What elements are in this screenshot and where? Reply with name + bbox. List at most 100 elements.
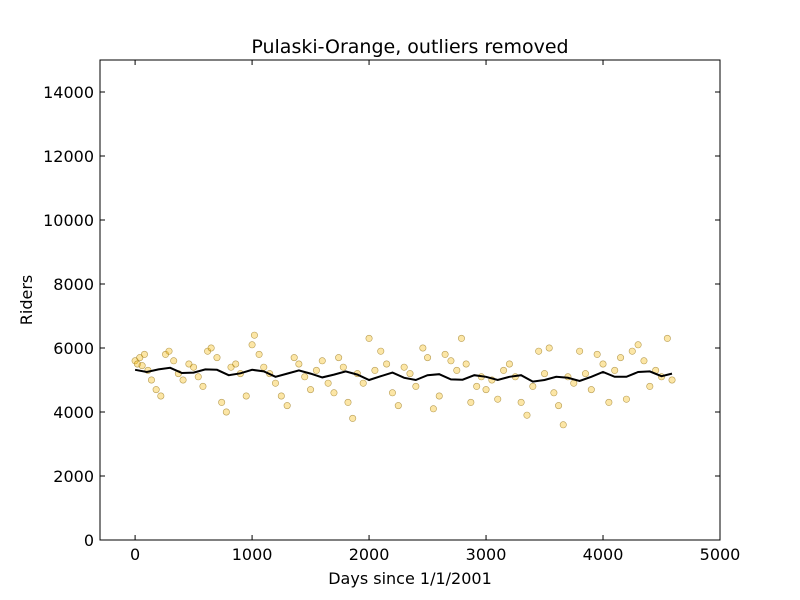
scatter-point [634, 341, 642, 349]
scatter-point [324, 379, 332, 387]
y-tick-label: 14000 [43, 83, 94, 102]
scatter-point [277, 392, 285, 400]
scatter-point [179, 376, 187, 384]
y-tick-label: 8000 [53, 275, 94, 294]
scatter-point [462, 360, 470, 368]
trend-line-path [134, 366, 673, 383]
scatter-point [349, 414, 357, 422]
scatter-point [330, 389, 338, 397]
x-axis-label: Days since 1/1/2001 [328, 569, 492, 588]
chart-title: Pulaski-Orange, outliers removed [251, 36, 568, 58]
scatter-point [617, 354, 625, 362]
scatter-point [535, 347, 543, 355]
scatter-point [194, 373, 202, 381]
scatter-point [412, 382, 420, 390]
scatter-point [611, 366, 619, 374]
scatter-point [467, 398, 475, 406]
y-tick-label: 2000 [53, 467, 94, 486]
scatter-point [218, 398, 226, 406]
scatter-point [248, 341, 256, 349]
scatter-point [517, 398, 525, 406]
scatter-point [640, 357, 648, 365]
scatter-point [406, 370, 414, 378]
scatter-point [581, 370, 589, 378]
scatter-point [152, 386, 160, 394]
scatter-point [482, 386, 490, 394]
scatter-point [545, 344, 553, 352]
scatter-point [260, 363, 268, 371]
scatter-point [359, 379, 367, 387]
scatter-point [290, 354, 298, 362]
scatter-point [447, 357, 455, 365]
scatter-point [500, 366, 508, 374]
y-tick-label: 6000 [53, 339, 94, 358]
trend-line [134, 366, 673, 383]
x-tick-label: 2000 [349, 545, 390, 564]
scatter-point [505, 360, 513, 368]
scatter-point [213, 354, 221, 362]
scatter-point [605, 398, 613, 406]
scatter-point [170, 357, 178, 365]
scatter-point [199, 382, 207, 390]
scatter-point [424, 354, 432, 362]
scatter-point [576, 347, 584, 355]
y-tick-label: 10000 [43, 211, 94, 230]
scatter-point [555, 402, 563, 410]
scatter-point [255, 350, 263, 358]
scatter-points [131, 331, 676, 429]
scatter-point [473, 382, 481, 390]
scatter-point [283, 402, 291, 410]
scatter-point [190, 363, 198, 371]
scatter-point [429, 405, 437, 413]
x-tick-label: 0 [130, 545, 140, 564]
scatter-point [419, 344, 427, 352]
scatter-point [668, 376, 676, 384]
scatter-point [388, 389, 396, 397]
scatter-point [339, 363, 347, 371]
scatter-point [312, 366, 320, 374]
scatter-point [457, 334, 465, 342]
scatter-point [599, 360, 607, 368]
scatter-point [242, 392, 250, 400]
scatter-point [400, 363, 408, 371]
scatter-point [335, 354, 343, 362]
scatter-point [453, 366, 461, 374]
scatter-point [207, 344, 215, 352]
x-tick-label: 1000 [232, 545, 273, 564]
scatter-point [365, 334, 373, 342]
scatter-point [271, 379, 279, 387]
scatter-point [494, 395, 502, 403]
scatter-point [307, 386, 315, 394]
scatter-point [295, 360, 303, 368]
plot-frame [99, 59, 721, 541]
scatter-point [318, 357, 326, 365]
scatter-point [593, 350, 601, 358]
scatter-point [377, 347, 385, 355]
y-axis-label: Riders [17, 275, 36, 325]
y-axis-ticks: 0 2000 4000 6000 8000 10000 12000 14000 [43, 83, 720, 550]
x-tick-label: 4000 [583, 545, 624, 564]
scatter-point [441, 350, 449, 358]
y-tick-label: 4000 [53, 403, 94, 422]
scatter-point [523, 411, 531, 419]
scatter-point [394, 402, 402, 410]
x-tick-label: 3000 [466, 545, 507, 564]
x-tick-label: 5000 [700, 545, 741, 564]
scatter-point [232, 360, 240, 368]
scatter-point [622, 395, 630, 403]
scatter-point [646, 382, 654, 390]
scatter-point [222, 408, 230, 416]
scatter-point [587, 386, 595, 394]
scatter-point [663, 334, 671, 342]
x-axis-ticks: 0 1000 2000 3000 4000 5000 [130, 60, 740, 564]
scatter-point [628, 347, 636, 355]
scatter-point [371, 366, 379, 374]
scatter-point [165, 347, 173, 355]
scatter-point [250, 331, 258, 339]
scatter-point [541, 370, 549, 378]
y-tick-label: 0 [84, 531, 94, 550]
scatter-point [559, 421, 567, 429]
scatter-point [435, 392, 443, 400]
